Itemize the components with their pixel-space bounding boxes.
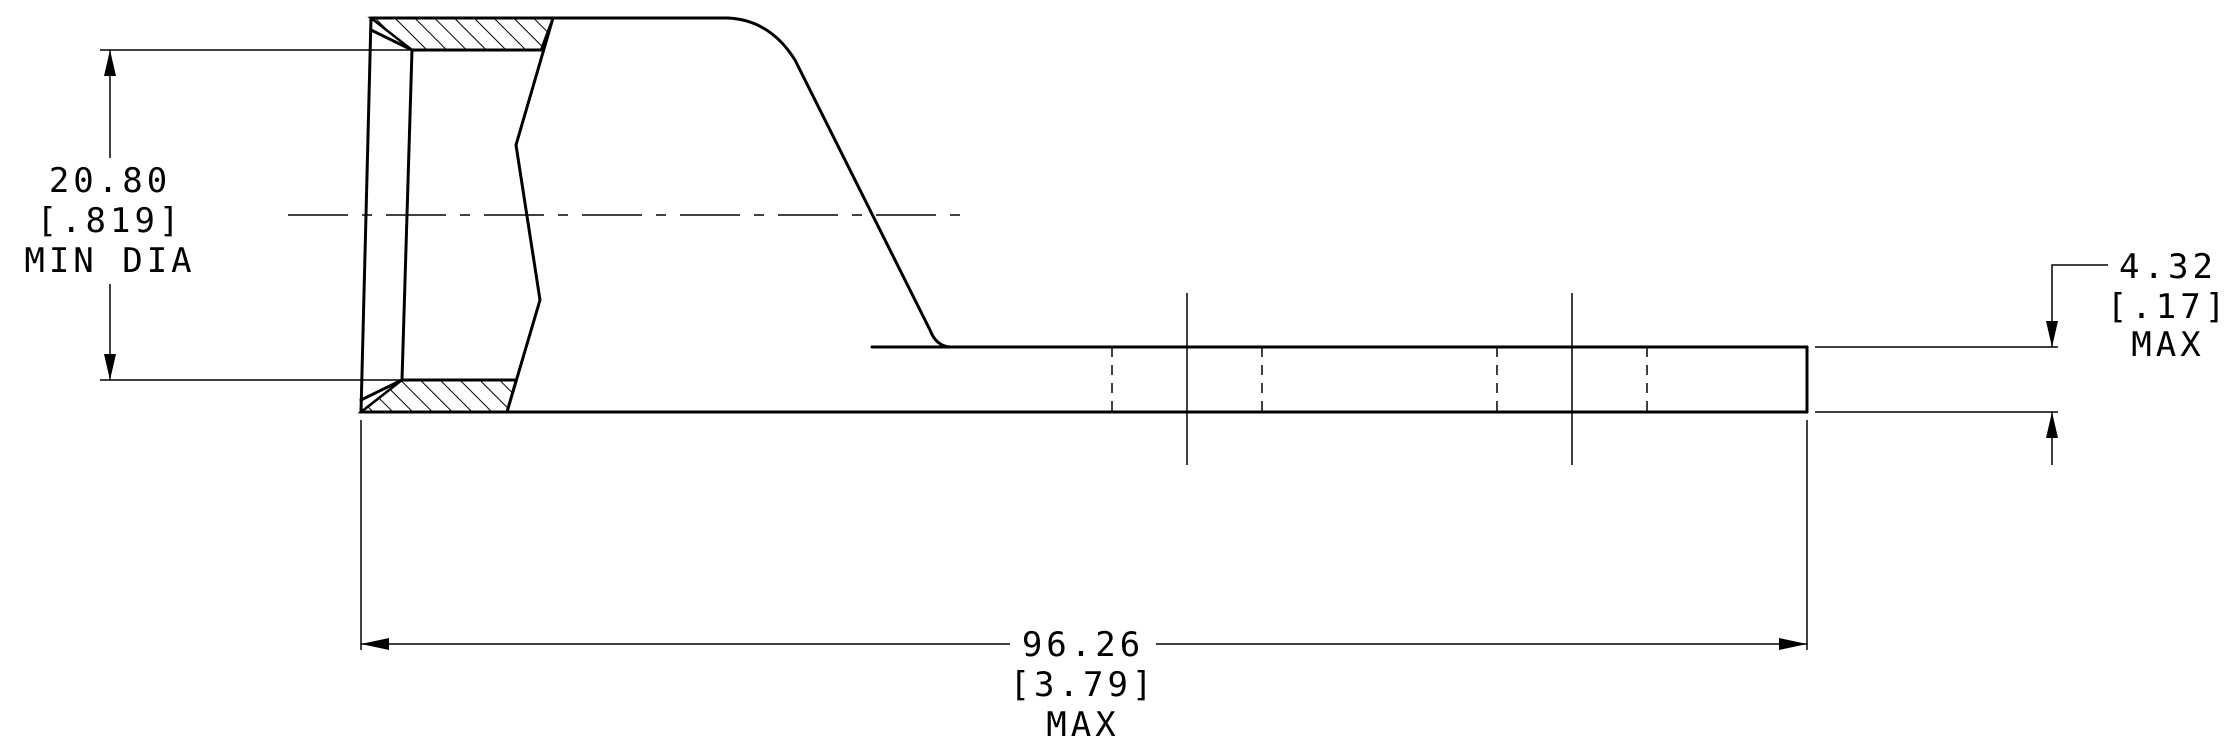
barrel-mouth-chamfer-top <box>369 28 414 52</box>
len-arrow-right <box>1779 638 1807 650</box>
dia-value-text: 20.80 <box>49 161 171 201</box>
thk-arrow-top <box>2046 321 2058 347</box>
dia-note-text: MIN DIA <box>24 241 195 281</box>
dia-inch-text: [.819] <box>37 201 184 241</box>
barrel-mouth-chamfer-bottom <box>359 378 404 402</box>
barrel-outer-profile <box>369 16 952 349</box>
thk-note-text: MAX <box>2131 325 2204 365</box>
bore-drill-point <box>505 16 555 414</box>
len-arrow-left <box>361 638 389 650</box>
barrel-bottom-wall-hatch <box>357 378 518 414</box>
len-inch-text: [3.79] <box>1010 665 1157 705</box>
barrel-top-wall-hatch <box>367 16 555 52</box>
dia-arrow-top <box>104 50 116 76</box>
thickness-dimension: 4.32 [.17] MAX <box>1815 247 2229 465</box>
thk-inch-text: [.17] <box>2107 287 2229 327</box>
thk-leader-top <box>2051 264 2108 347</box>
len-value-text: 96.26 <box>1022 625 1144 665</box>
len-note-text: MAX <box>1046 705 1119 745</box>
thk-arrow-bottom <box>2046 412 2058 438</box>
barrel-section <box>357 16 952 414</box>
thk-value-text: 4.32 <box>2119 247 2217 287</box>
dia-arrow-bottom <box>104 354 116 380</box>
tongue <box>359 293 1809 465</box>
diameter-dimension: 20.80 [.819] MIN DIA <box>24 49 412 381</box>
length-dimension: 96.26 [3.79] MAX <box>360 420 1808 745</box>
